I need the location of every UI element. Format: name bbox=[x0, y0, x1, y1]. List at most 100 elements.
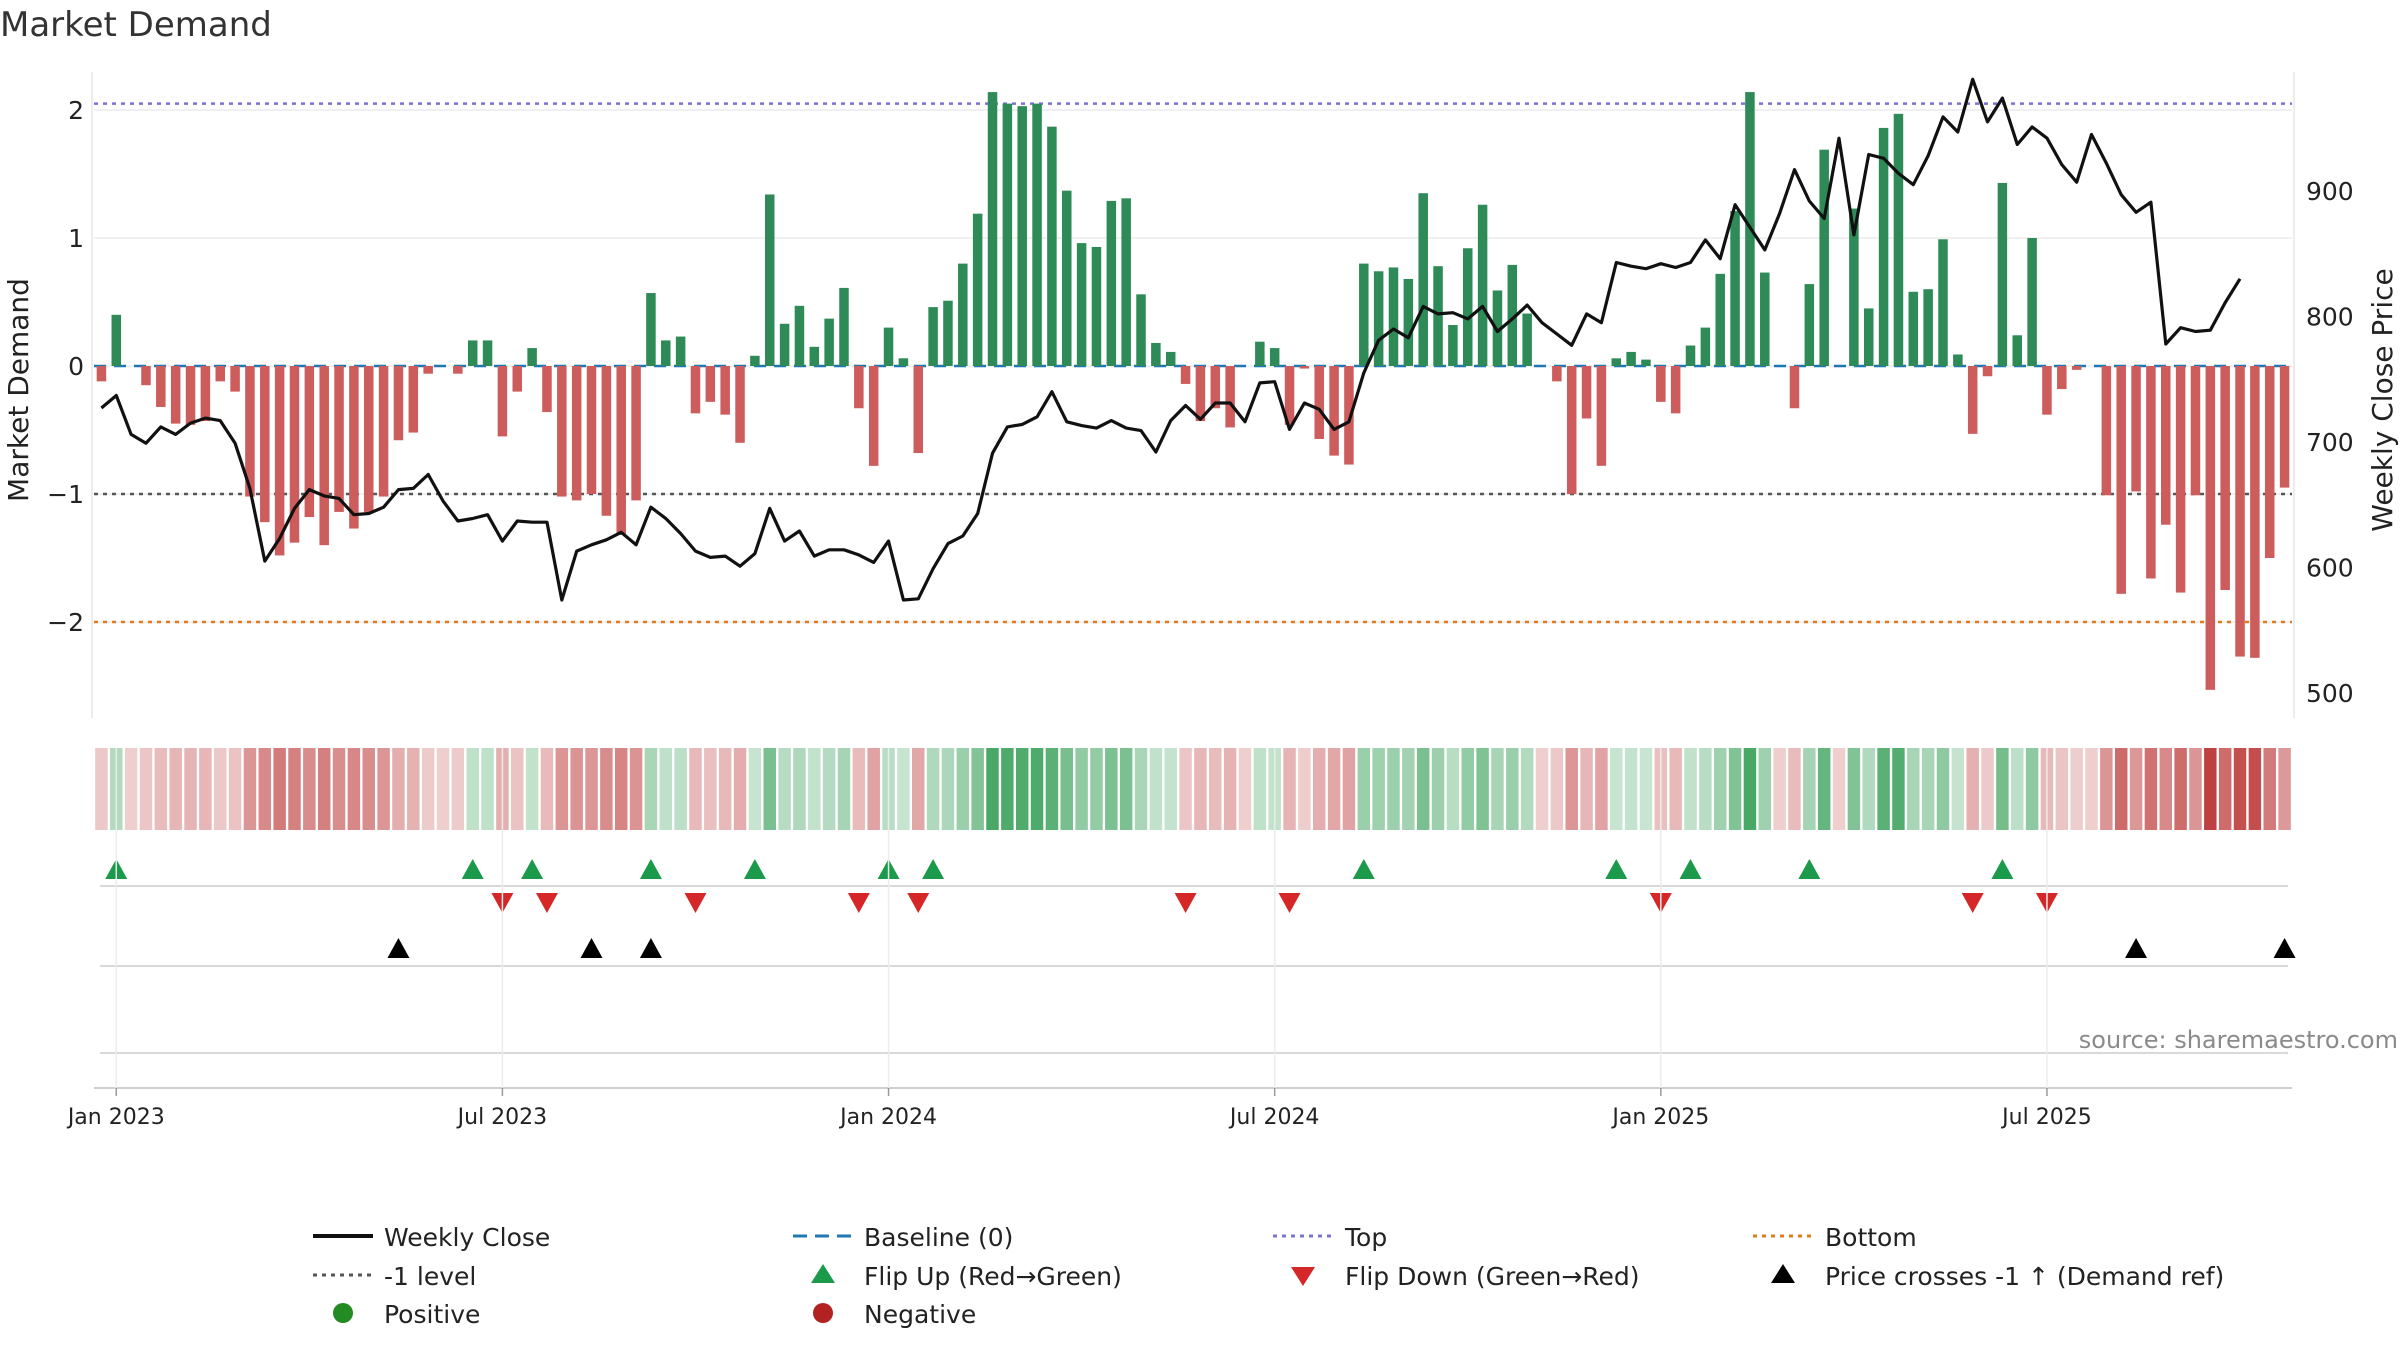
left-tick-label: −2 bbox=[47, 608, 84, 637]
demand-bar bbox=[2101, 366, 2112, 496]
heat-cell bbox=[1105, 748, 1118, 830]
demand-bar bbox=[1893, 113, 1904, 366]
heat-cell bbox=[1565, 748, 1578, 830]
heat-cell bbox=[1610, 748, 1623, 830]
demand-bar bbox=[1670, 366, 1681, 414]
heat-cell bbox=[570, 748, 583, 830]
event-marker-rows bbox=[94, 859, 2296, 1089]
legend-flip-up-icon bbox=[811, 1264, 835, 1283]
demand-bar bbox=[363, 366, 374, 512]
demand-bar bbox=[2161, 366, 2171, 525]
heat-cell bbox=[1416, 748, 1430, 830]
flip-up-marker bbox=[922, 859, 945, 879]
demand-bar bbox=[1997, 182, 2008, 366]
heat-cell bbox=[347, 748, 361, 830]
heat-cell bbox=[971, 748, 984, 830]
demand-bar bbox=[393, 366, 404, 441]
demand-bar bbox=[898, 358, 909, 366]
demand-bar bbox=[319, 366, 329, 546]
flip-up-marker bbox=[461, 859, 484, 879]
heat-cell bbox=[1892, 748, 1905, 830]
demand-bar bbox=[334, 366, 344, 512]
demand-bar bbox=[2235, 366, 2245, 657]
heat-cell bbox=[867, 748, 880, 830]
x-tick-label: Jul 2023 bbox=[456, 1105, 548, 1130]
heat-cell bbox=[2100, 748, 2113, 830]
right-tick-label: 600 bbox=[2306, 553, 2354, 582]
heat-cell bbox=[2233, 748, 2247, 830]
demand-bar bbox=[1433, 266, 1443, 366]
demand-bar bbox=[304, 366, 315, 518]
heat-cell bbox=[897, 748, 910, 830]
heat-cell bbox=[317, 748, 331, 830]
legend-bottom: Bottom bbox=[1825, 1223, 1917, 1252]
heat-cell bbox=[228, 748, 242, 830]
heat-cell bbox=[1075, 748, 1088, 830]
x-tick-label: Jul 2024 bbox=[1228, 1105, 1320, 1130]
x-tick-label: Jul 2025 bbox=[2000, 1105, 2092, 1130]
demand-bar bbox=[1210, 366, 1221, 409]
demand-bars bbox=[96, 92, 2290, 690]
heat-cell bbox=[1015, 748, 1029, 830]
left-tick-label: 1 bbox=[68, 224, 84, 253]
legend-flip-down: Flip Down (Green→Red) bbox=[1345, 1262, 1640, 1291]
demand-bar bbox=[1982, 366, 1993, 377]
heat-cell bbox=[332, 748, 346, 830]
left-tick-label: 2 bbox=[68, 96, 84, 125]
heat-cell bbox=[1149, 748, 1163, 830]
legend-weekly-close: Weekly Close bbox=[384, 1223, 550, 1252]
demand-bar bbox=[423, 366, 433, 374]
demand-bar bbox=[96, 366, 107, 382]
demand-bar bbox=[794, 305, 805, 366]
demand-bar bbox=[408, 366, 419, 433]
heat-cell bbox=[926, 748, 940, 830]
heat-cell bbox=[837, 748, 851, 830]
heat-cell bbox=[213, 748, 227, 830]
heat-cell bbox=[481, 748, 494, 830]
demand-bar bbox=[868, 366, 879, 466]
demand-bar bbox=[824, 318, 834, 366]
heat-cell bbox=[2263, 748, 2276, 830]
heat-cell bbox=[154, 748, 168, 830]
x-axis: Jan 2023 Jul 2023 Jan 2024 Jul 2024 Jan 2025… bbox=[66, 748, 2092, 1130]
heat-cell bbox=[2025, 748, 2039, 830]
heat-cell bbox=[2011, 748, 2024, 830]
demand-bar bbox=[1760, 272, 1770, 366]
heat-cell bbox=[258, 748, 272, 830]
heat-cell bbox=[1550, 748, 1564, 830]
heat-cell bbox=[303, 748, 316, 830]
legend-positive: Positive bbox=[384, 1300, 480, 1329]
heat-cell bbox=[1327, 748, 1341, 830]
demand-bar bbox=[1403, 278, 1414, 366]
demand-bar bbox=[972, 213, 983, 366]
demand-bar bbox=[1299, 366, 1310, 369]
demand-bar bbox=[1136, 294, 1146, 366]
heat-cell bbox=[1580, 748, 1593, 830]
heat-cell bbox=[1936, 748, 1950, 830]
heat-cell bbox=[674, 748, 687, 830]
demand-bar bbox=[1151, 342, 1161, 366]
heat-cell bbox=[1238, 748, 1252, 830]
demand-bar bbox=[185, 366, 196, 425]
right-tick-label: 700 bbox=[2306, 428, 2354, 457]
demand-heat-strip bbox=[95, 748, 2291, 830]
heat-cell bbox=[2248, 748, 2262, 830]
demand-bar bbox=[1477, 204, 1488, 366]
demand-bar bbox=[141, 366, 151, 386]
right-tick-label: 900 bbox=[2306, 177, 2354, 206]
heat-cell bbox=[1446, 748, 1460, 830]
demand-bar bbox=[705, 366, 716, 402]
heat-cell bbox=[199, 748, 212, 830]
heat-cell bbox=[1907, 748, 1920, 830]
demand-bar bbox=[1863, 308, 1874, 366]
heat-cell bbox=[1951, 748, 1965, 830]
heat-cell bbox=[1298, 748, 1311, 830]
right-axis-label: Weekly Close Price bbox=[2366, 268, 2399, 531]
demand-bar bbox=[631, 366, 641, 501]
heat-cell bbox=[2204, 748, 2217, 830]
flip-down-marker bbox=[907, 893, 930, 913]
source-note: source: sharemaestro.com bbox=[2079, 1026, 2398, 1054]
demand-bar bbox=[1076, 243, 1087, 366]
legend-minus-one: -1 level bbox=[384, 1262, 476, 1291]
demand-bar bbox=[378, 366, 389, 497]
